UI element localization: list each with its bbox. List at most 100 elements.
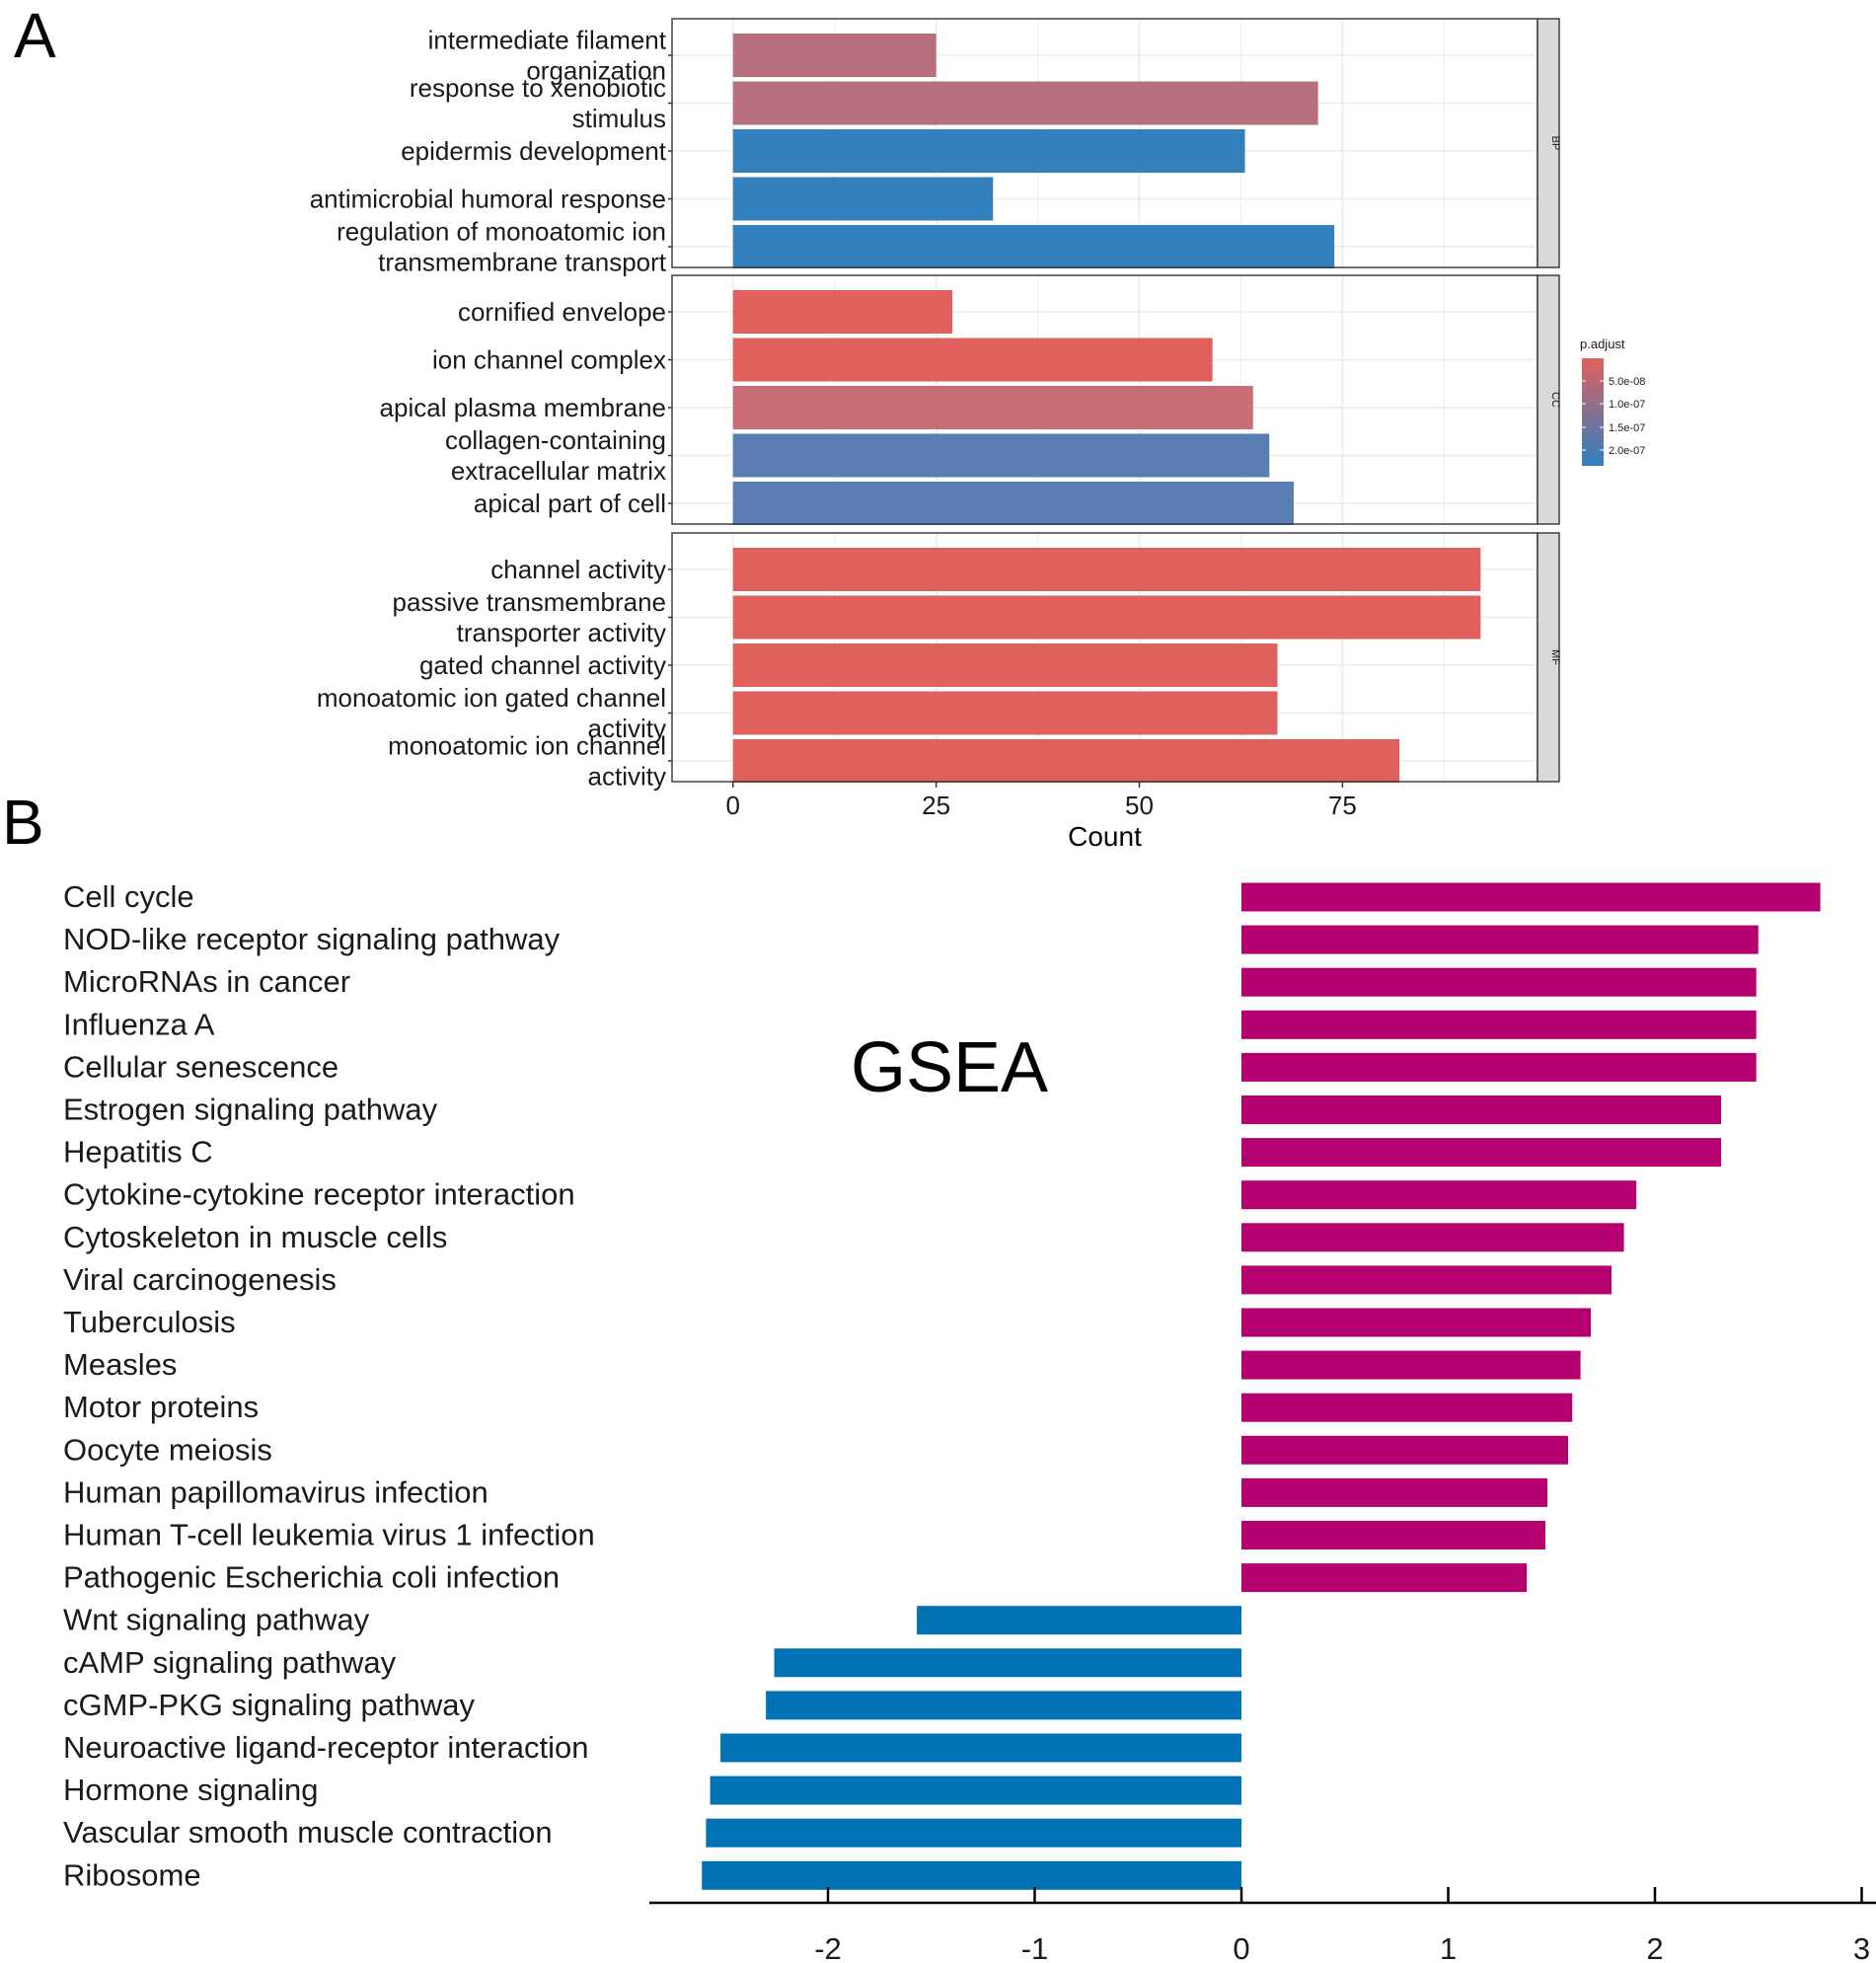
gsea-bar bbox=[1241, 1095, 1722, 1124]
go-term-label: gated channel activity bbox=[419, 650, 666, 680]
go-bar bbox=[732, 386, 1253, 429]
pathway-label: cAMP signaling pathway bbox=[63, 1645, 397, 1680]
gsea-bar bbox=[1241, 1521, 1545, 1549]
pathway-label: Influenza A bbox=[63, 1007, 215, 1041]
x-tick-label: 2 bbox=[1646, 1931, 1663, 1963]
pathway-label: Wnt signaling pathway bbox=[63, 1603, 370, 1637]
gsea-bar bbox=[1241, 1265, 1613, 1295]
pathway-label: Tuberculosis bbox=[63, 1305, 236, 1339]
legend-label: 1.0e-07 bbox=[1609, 399, 1645, 411]
go-bar bbox=[732, 643, 1278, 687]
go-term-label: ion channel complex bbox=[432, 345, 666, 375]
gsea-bar bbox=[917, 1606, 1241, 1635]
x-tick-label: 1 bbox=[1440, 1931, 1457, 1963]
facet-mf: channel activity passive transmembranetra… bbox=[317, 532, 1561, 792]
go-term-label: collagen-containing bbox=[445, 425, 666, 455]
pathway-label: Cytokine-cytokine receptor interaction bbox=[63, 1177, 575, 1212]
go-term-label: transporter activity bbox=[457, 618, 666, 647]
gsea-bar bbox=[1241, 1563, 1528, 1593]
go-bar bbox=[732, 177, 994, 221]
legend-label: 1.5e-07 bbox=[1609, 422, 1645, 434]
pathway-label: Oocyte meiosis bbox=[63, 1432, 272, 1467]
go-term-label: response to xenobiotic bbox=[410, 73, 666, 103]
panel-a-letter: A bbox=[14, 0, 56, 71]
x-tick-label: 0 bbox=[1233, 1931, 1249, 1963]
x-tick-label: 25 bbox=[922, 791, 950, 820]
go-bar bbox=[732, 338, 1213, 382]
x-axis-title: Count bbox=[1068, 821, 1142, 852]
x-tick-label: 75 bbox=[1328, 791, 1357, 820]
pathway-label: MicroRNAs in cancer bbox=[63, 964, 350, 999]
panel-b-gsea-chart: GSEA Cell cycle NOD-like receptor signalin… bbox=[63, 879, 1876, 1963]
go-bar bbox=[732, 34, 937, 77]
pathway-label: Vascular smooth muscle contraction bbox=[63, 1815, 553, 1850]
legend-title: p.adjust bbox=[1580, 337, 1625, 351]
facet-bp: intermediate filamentorganizationrespons… bbox=[310, 18, 1561, 277]
facet-cc: cornified envelope ion channel complex api… bbox=[380, 274, 1561, 525]
go-bar bbox=[732, 81, 1318, 125]
go-term-label: apical plasma membrane bbox=[380, 393, 666, 422]
facet-strip bbox=[1537, 18, 1560, 268]
go-term-label: monoatomic ion channel bbox=[388, 731, 666, 761]
pathway-label: Human papillomavirus infection bbox=[63, 1474, 488, 1509]
panel-a-go-chart: intermediate filamentorganizationrespons… bbox=[310, 18, 1645, 852]
pathway-label: Viral carcinogenesis bbox=[63, 1262, 337, 1297]
pathway-label: Pathogenic Escherichia coli infection bbox=[63, 1560, 560, 1595]
go-term-label: activity bbox=[588, 762, 666, 792]
facet-strip-label: MF bbox=[1549, 649, 1561, 665]
gsea-bar bbox=[774, 1648, 1241, 1678]
pathway-label: Cellular senescence bbox=[63, 1049, 338, 1084]
go-bar bbox=[732, 433, 1270, 478]
gsea-bar bbox=[720, 1733, 1241, 1763]
go-term-label: transmembrane transport bbox=[378, 248, 667, 277]
gsea-title: GSEA bbox=[851, 1028, 1048, 1107]
x-tick-label: 3 bbox=[1853, 1931, 1870, 1963]
go-term-label: intermediate filament bbox=[428, 26, 667, 55]
go-term-label: regulation of monoatomic ion bbox=[337, 217, 666, 247]
gsea-bar bbox=[1241, 1435, 1569, 1465]
gsea-bar bbox=[1241, 1052, 1757, 1082]
go-bar bbox=[732, 548, 1481, 591]
go-term-label: antimicrobial humoral response bbox=[310, 185, 666, 214]
go-bar bbox=[732, 290, 953, 334]
go-bar bbox=[732, 482, 1294, 525]
pathway-label: Cell cycle bbox=[63, 879, 194, 914]
pathway-label: Cytoskeleton in muscle cells bbox=[63, 1220, 447, 1254]
legend-label: 5.0e-08 bbox=[1609, 376, 1645, 388]
pathway-label: Human T-cell leukemia virus 1 infection bbox=[63, 1518, 595, 1552]
gsea-bar bbox=[1241, 967, 1757, 997]
pathway-label: Hormone signaling bbox=[63, 1773, 318, 1807]
go-bar bbox=[732, 739, 1400, 783]
go-term-label: organization bbox=[526, 56, 666, 86]
facet-strip-label: CC bbox=[1549, 392, 1561, 408]
legend-colorbar bbox=[1582, 358, 1604, 466]
pathway-label: Hepatitis C bbox=[63, 1135, 213, 1170]
gsea-bar bbox=[702, 1860, 1241, 1890]
pathway-label: Neuroactive ligand-receptor interaction bbox=[63, 1730, 588, 1765]
x-tick-label: -2 bbox=[814, 1931, 842, 1963]
pathway-label: Measles bbox=[63, 1347, 177, 1382]
pathway-label: Motor proteins bbox=[63, 1390, 259, 1424]
facet-strip-label: BP bbox=[1549, 136, 1561, 151]
gsea-bar bbox=[1241, 1477, 1548, 1507]
go-bar bbox=[732, 691, 1278, 735]
go-term-label: stimulus bbox=[572, 104, 666, 133]
gsea-bar bbox=[766, 1691, 1241, 1720]
go-bar bbox=[732, 225, 1335, 268]
gsea-bar bbox=[1241, 1138, 1722, 1168]
go-term-label: activity bbox=[588, 714, 666, 743]
gsea-bar bbox=[1241, 1180, 1637, 1210]
go-term-label: channel activity bbox=[490, 555, 666, 584]
go-term-label: extracellular matrix bbox=[451, 456, 666, 486]
facet-strip bbox=[1537, 532, 1560, 783]
gsea-bar bbox=[1241, 1350, 1581, 1380]
x-tick-label: 0 bbox=[726, 791, 740, 820]
gsea-bar bbox=[1241, 925, 1759, 954]
pathway-label: Ribosome bbox=[63, 1857, 201, 1892]
go-term-label: passive transmembrane bbox=[393, 587, 666, 617]
gsea-bar bbox=[1241, 882, 1821, 912]
pathway-label: NOD-like receptor signaling pathway bbox=[63, 922, 561, 956]
go-term-label: apical part of cell bbox=[474, 489, 666, 518]
go-bar bbox=[732, 595, 1481, 640]
